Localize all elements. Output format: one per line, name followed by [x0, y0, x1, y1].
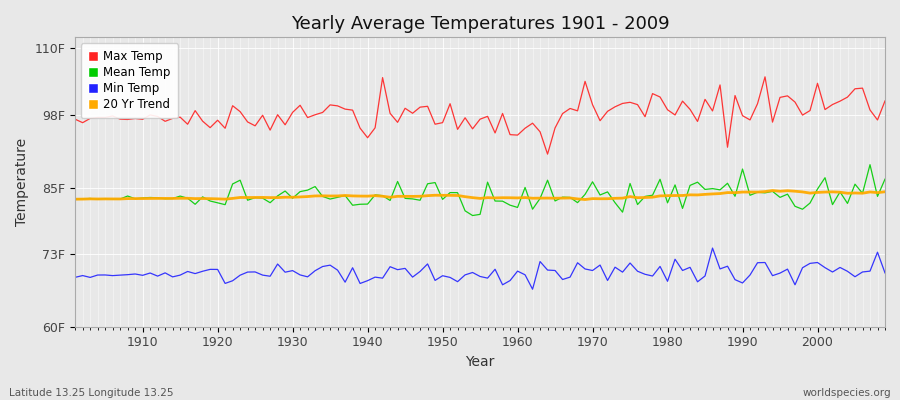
Text: worldspecies.org: worldspecies.org: [803, 388, 891, 398]
Legend: Max Temp, Mean Temp, Min Temp, 20 Yr Trend: Max Temp, Mean Temp, Min Temp, 20 Yr Tre…: [81, 43, 178, 118]
Y-axis label: Temperature: Temperature: [15, 138, 29, 226]
Title: Yearly Average Temperatures 1901 - 2009: Yearly Average Temperatures 1901 - 2009: [291, 15, 670, 33]
X-axis label: Year: Year: [465, 355, 495, 369]
Text: Latitude 13.25 Longitude 13.25: Latitude 13.25 Longitude 13.25: [9, 388, 174, 398]
